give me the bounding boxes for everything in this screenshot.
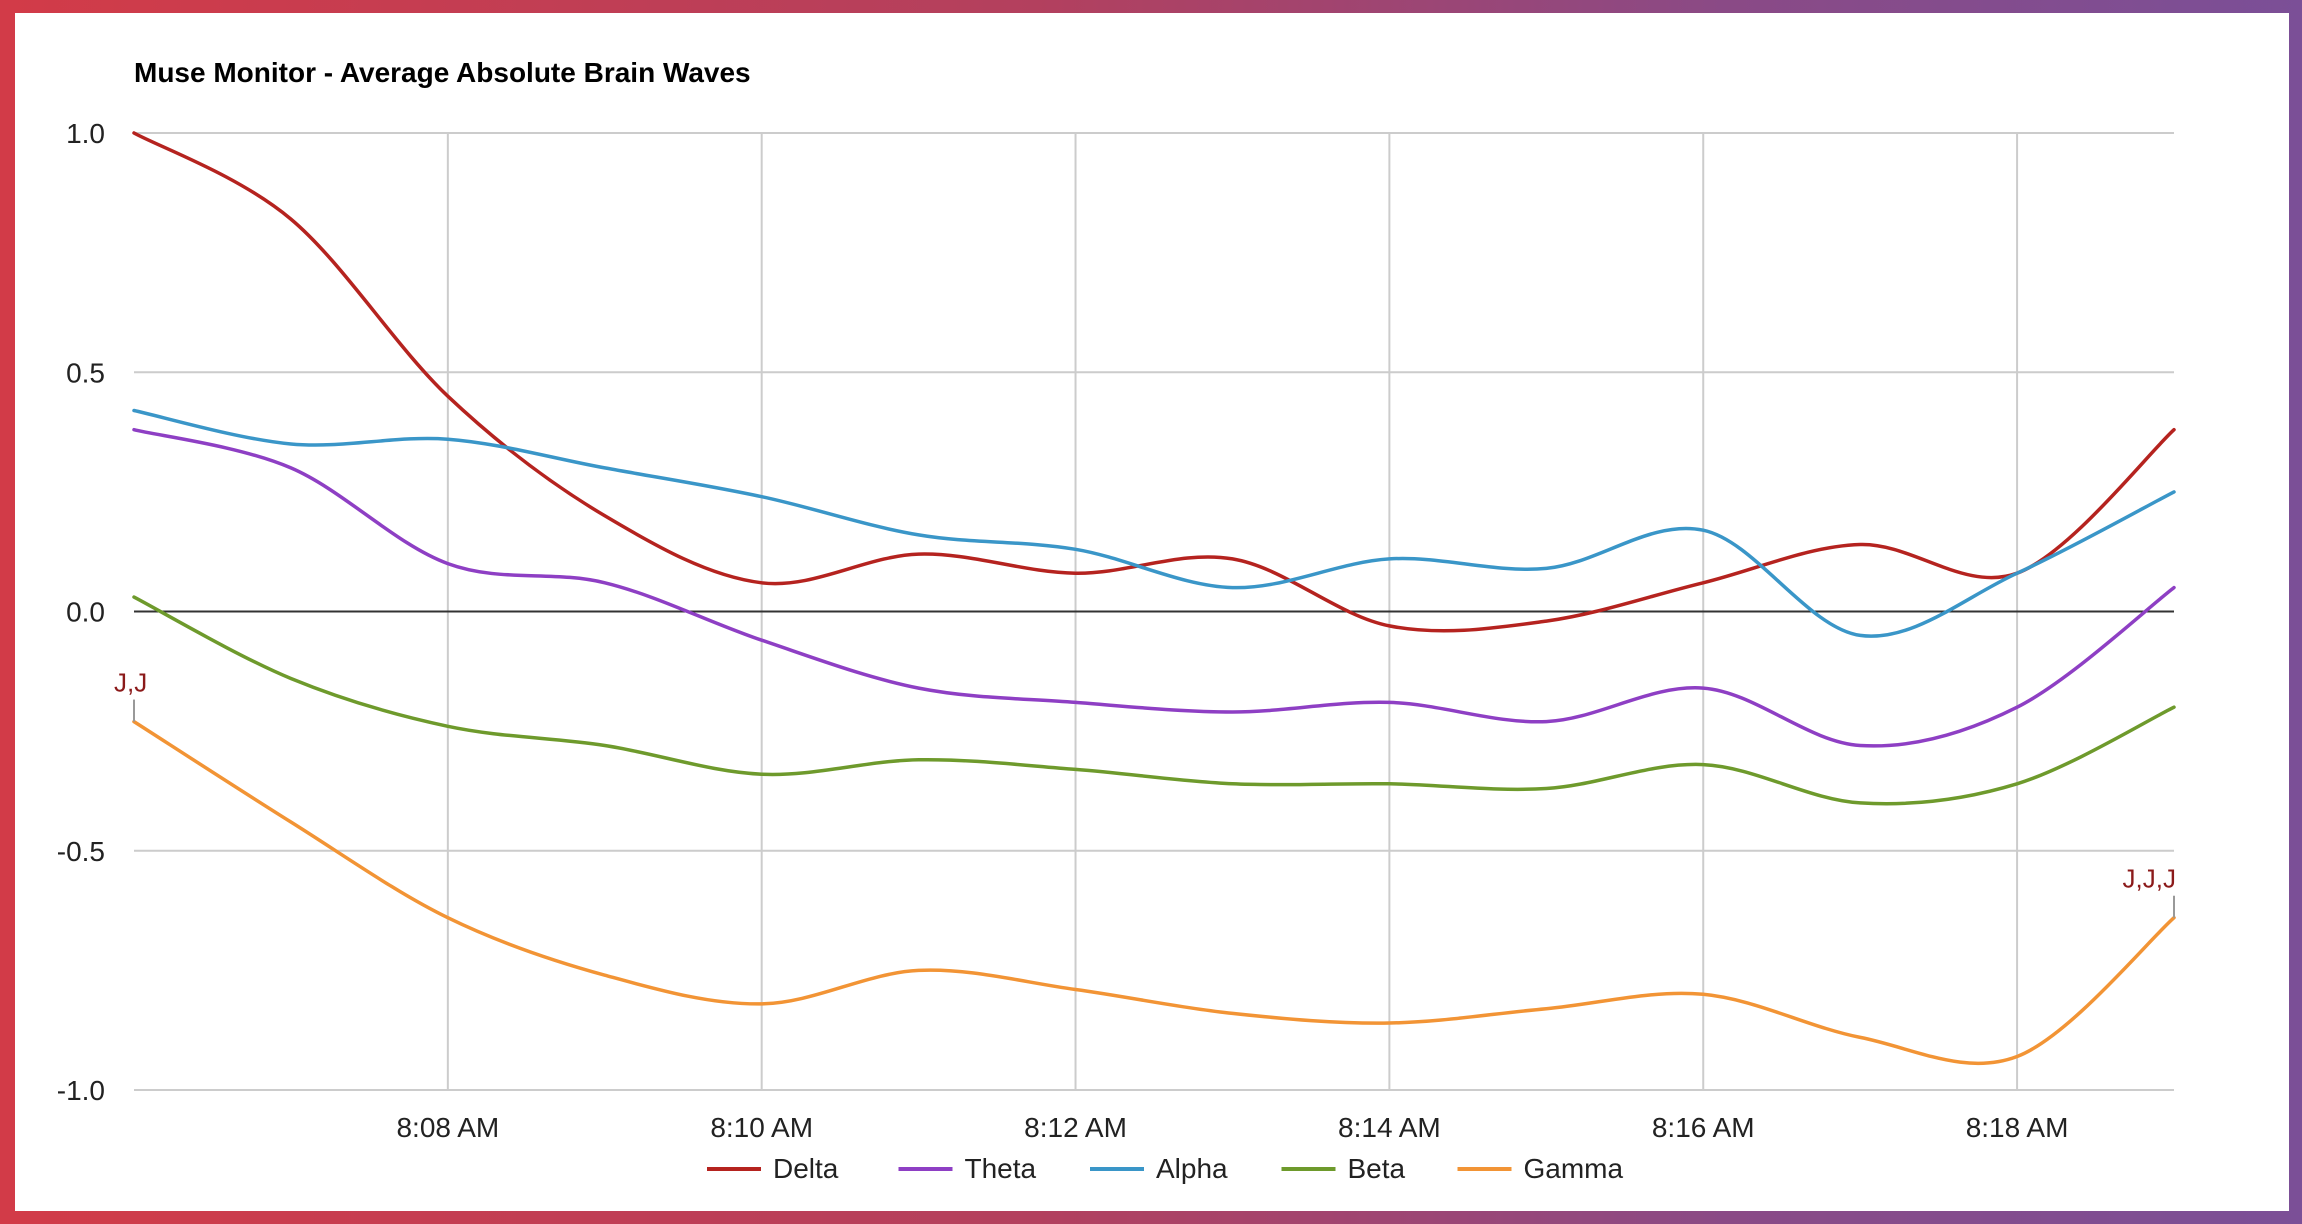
y-tick-label-0-0: 0.0 [66,597,105,628]
legend-label-theta: Theta [965,1153,1037,1184]
annotation-label-1: J,J [114,668,147,698]
line-chart: Muse Monitor - Average Absolute Brain Wa… [57,57,2176,1184]
y-axis-ticks: 1.0 0.5 0.0 -0.5 -1.0 [57,118,105,1106]
x-tick-label-8-16-am: 8:16 AM [1652,1112,1755,1143]
legend-label-beta: Beta [1348,1153,1406,1184]
x-tick-label-8-08-am: 8:08 AM [396,1112,499,1143]
series-line-alpha [132,408,2176,638]
series-line-delta [132,131,2176,633]
annotations: J,J J,J,J [114,668,2176,918]
legend-item-gamma[interactable]: Gamma [1457,1153,1624,1184]
annotation-label-2: J,J,J [2123,864,2176,894]
legend-label-gamma: Gamma [1524,1153,1624,1184]
legend-item-beta[interactable]: Beta [1281,1153,1406,1184]
legend-item-alpha[interactable]: Alpha [1090,1153,1228,1184]
x-tick-label-8-12-am: 8:12 AM [1024,1112,1127,1143]
chart-title: Muse Monitor - Average Absolute Brain Wa… [134,57,751,88]
legend-label-delta: Delta [773,1153,839,1184]
x-tick-label-8-10-am: 8:10 AM [710,1112,813,1143]
legend-item-theta[interactable]: Theta [898,1153,1037,1184]
legend: Delta Theta Alpha Beta Gamma [707,1153,1624,1184]
chart-panel: Muse Monitor - Average Absolute Brain Wa… [15,13,2289,1211]
x-tick-label-8-14-am: 8:14 AM [1338,1112,1441,1143]
legend-label-alpha: Alpha [1156,1153,1228,1184]
y-tick-label-1-0: -1.0 [57,1075,105,1106]
series-line-gamma [132,719,2176,1066]
series-line-theta [132,427,2176,748]
series-lines [132,131,2176,1066]
y-tick-label-1-0: 1.0 [66,118,105,149]
y-tick-label-0-5: 0.5 [66,357,105,388]
x-axis-ticks: 8:08 AM 8:10 AM 8:12 AM 8:14 AM 8:16 AM 8:18 … [396,1112,2068,1143]
y-tick-label-0-5: -0.5 [57,836,105,867]
legend-item-delta[interactable]: Delta [707,1153,839,1184]
x-tick-label-8-18-am: 8:18 AM [1966,1112,2069,1143]
series-line-beta [132,595,2176,806]
